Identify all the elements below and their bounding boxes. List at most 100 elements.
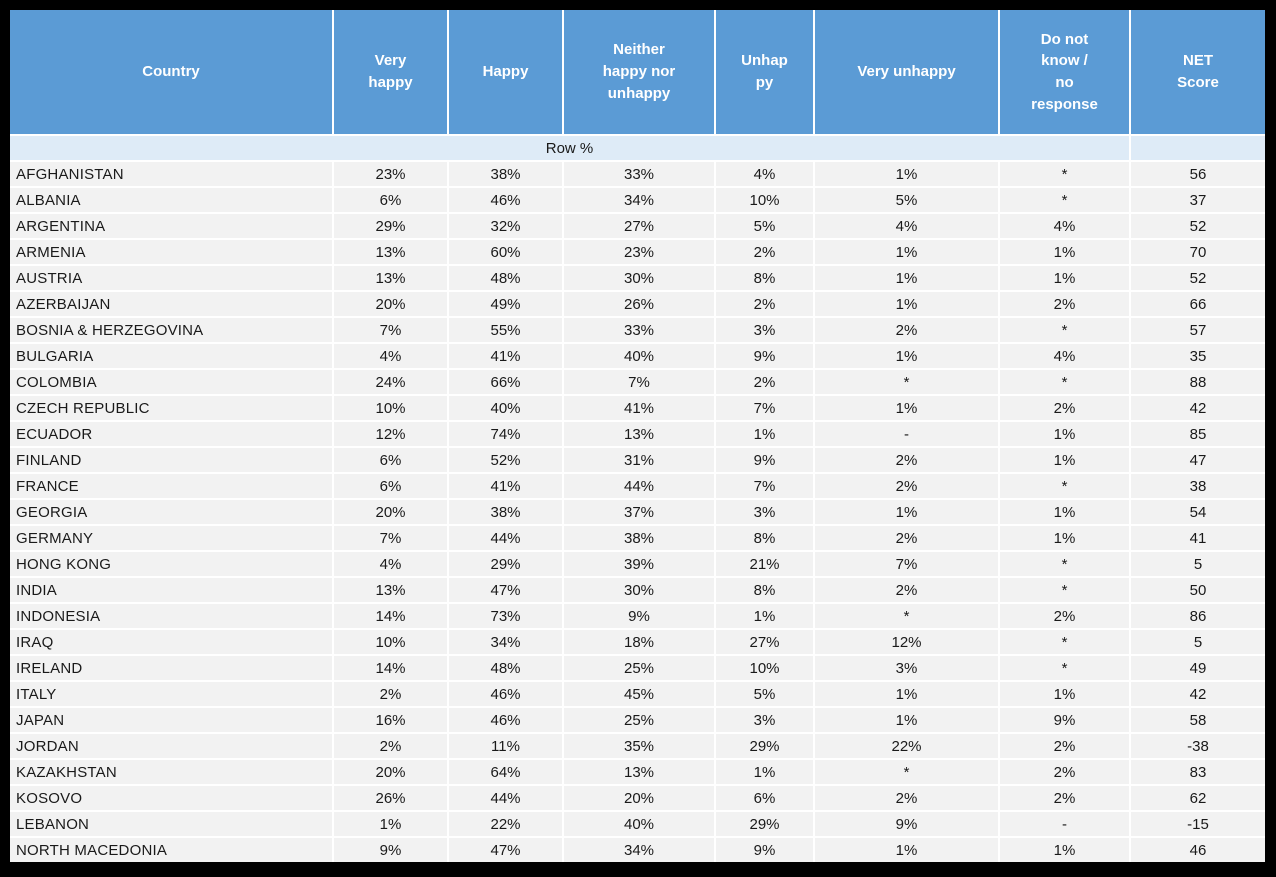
value-cell: 2% [998, 290, 1131, 318]
table-row: KAZAKHSTAN 20% 64% 13% 1% * 2% 83 [10, 758, 1265, 786]
value-cell: 1% [813, 290, 1000, 318]
value-cell: 40% [562, 342, 716, 370]
value-cell: 44% [447, 524, 564, 552]
value-cell: 2% [813, 576, 1000, 604]
country-cell: ECUADOR [10, 420, 334, 448]
value-cell: 29% [714, 732, 815, 760]
table-row: NORTH MACEDONIA 9% 47% 34% 9% 1% 1% 46 [10, 836, 1265, 862]
value-cell: * [998, 654, 1131, 682]
country-cell: ITALY [10, 680, 334, 708]
column-header-unhappy: Unhappy [714, 10, 815, 136]
value-cell: 1% [714, 758, 815, 786]
value-cell: 27% [714, 628, 815, 656]
value-cell: 1% [813, 498, 1000, 526]
value-cell: 1% [998, 498, 1131, 526]
value-cell: 26% [562, 290, 716, 318]
table-row: ALBANIA 6% 46% 34% 10% 5% * 37 [10, 186, 1265, 214]
happiness-table: Country Very happy Happy Neither happy n… [10, 10, 1265, 862]
country-cell: KAZAKHSTAN [10, 758, 334, 786]
value-cell: 1% [998, 524, 1131, 552]
table-row: IRELAND 14% 48% 25% 10% 3% * 49 [10, 654, 1265, 682]
value-cell: 31% [562, 446, 716, 474]
value-cell: 6% [332, 186, 449, 214]
table-row: JORDAN 2% 11% 35% 29% 22% 2% -38 [10, 732, 1265, 760]
value-cell: 83 [1129, 758, 1265, 786]
value-cell: 7% [714, 394, 815, 422]
value-cell: 25% [562, 706, 716, 734]
country-cell: KOSOVO [10, 784, 334, 812]
country-cell: FRANCE [10, 472, 334, 500]
value-cell: * [813, 368, 1000, 396]
column-header-label: Very unhappy [857, 63, 956, 81]
value-cell: 5 [1129, 550, 1265, 578]
value-cell: 21% [714, 550, 815, 578]
value-cell: 26% [332, 784, 449, 812]
value-cell: 5% [714, 212, 815, 240]
value-cell: 1% [714, 420, 815, 448]
country-cell: CZECH REPUBLIC [10, 394, 334, 422]
table-row: FINLAND 6% 52% 31% 9% 2% 1% 47 [10, 446, 1265, 474]
value-cell: 2% [998, 732, 1131, 760]
value-cell: 64% [447, 758, 564, 786]
value-cell: 11% [447, 732, 564, 760]
value-cell: 1% [813, 342, 1000, 370]
value-cell: 10% [332, 394, 449, 422]
value-cell: 8% [714, 264, 815, 292]
table-row: IRAQ 10% 34% 18% 27% 12% * 5 [10, 628, 1265, 656]
value-cell: 1% [998, 446, 1131, 474]
value-cell: 29% [714, 810, 815, 838]
column-header-label: Neither happy nor unhappy [602, 41, 676, 102]
value-cell: * [998, 368, 1131, 396]
value-cell: 1% [714, 602, 815, 630]
value-cell: 9% [998, 706, 1131, 734]
value-cell: 2% [813, 446, 1000, 474]
table-row: BULGARIA 4% 41% 40% 9% 1% 4% 35 [10, 342, 1265, 370]
value-cell: * [813, 758, 1000, 786]
value-cell: 1% [813, 238, 1000, 266]
column-header-very-happy: Very happy [332, 10, 449, 136]
country-cell: AZERBAIJAN [10, 290, 334, 318]
country-cell: BULGARIA [10, 342, 334, 370]
country-cell: BOSNIA & HERZEGOVINA [10, 316, 334, 344]
country-cell: COLOMBIA [10, 368, 334, 396]
value-cell: 60% [447, 238, 564, 266]
table-row: COLOMBIA 24% 66% 7% 2% * * 88 [10, 368, 1265, 396]
value-cell: 3% [813, 654, 1000, 682]
value-cell: 46 [1129, 836, 1265, 862]
column-header-label: Do not know / no response [1031, 30, 1098, 113]
value-cell: 7% [813, 550, 1000, 578]
country-cell: NORTH MACEDONIA [10, 836, 334, 862]
value-cell: 74% [447, 420, 564, 448]
value-cell: 29% [447, 550, 564, 578]
value-cell: 88 [1129, 368, 1265, 396]
value-cell: 55% [447, 316, 564, 344]
value-cell: 14% [332, 602, 449, 630]
value-cell: 1% [813, 264, 1000, 292]
value-cell: - [813, 420, 1000, 448]
table-row: INDONESIA 14% 73% 9% 1% * 2% 86 [10, 602, 1265, 630]
header-row: Country Very happy Happy Neither happy n… [10, 10, 1265, 136]
value-cell: 49% [447, 290, 564, 318]
value-cell: 1% [813, 160, 1000, 188]
table-row: AZERBAIJAN 20% 49% 26% 2% 1% 2% 66 [10, 290, 1265, 318]
table-row: BOSNIA & HERZEGOVINA 7% 55% 33% 3% 2% * 57 [10, 316, 1265, 344]
table-row: HONG KONG 4% 29% 39% 21% 7% * 5 [10, 550, 1265, 578]
value-cell: 25% [562, 654, 716, 682]
country-cell: FINLAND [10, 446, 334, 474]
country-cell: JORDAN [10, 732, 334, 760]
value-cell: * [998, 472, 1131, 500]
value-cell: * [998, 628, 1131, 656]
value-cell: 6% [332, 446, 449, 474]
value-cell: 30% [562, 264, 716, 292]
value-cell: 2% [714, 290, 815, 318]
value-cell: 3% [714, 316, 815, 344]
value-cell: 47% [447, 576, 564, 604]
value-cell: -15 [1129, 810, 1265, 838]
value-cell: 32% [447, 212, 564, 240]
value-cell: 2% [813, 316, 1000, 344]
value-cell: * [998, 576, 1131, 604]
column-header-label: Country [142, 63, 200, 81]
value-cell: 2% [813, 524, 1000, 552]
value-cell: * [998, 316, 1131, 344]
value-cell: 1% [813, 680, 1000, 708]
